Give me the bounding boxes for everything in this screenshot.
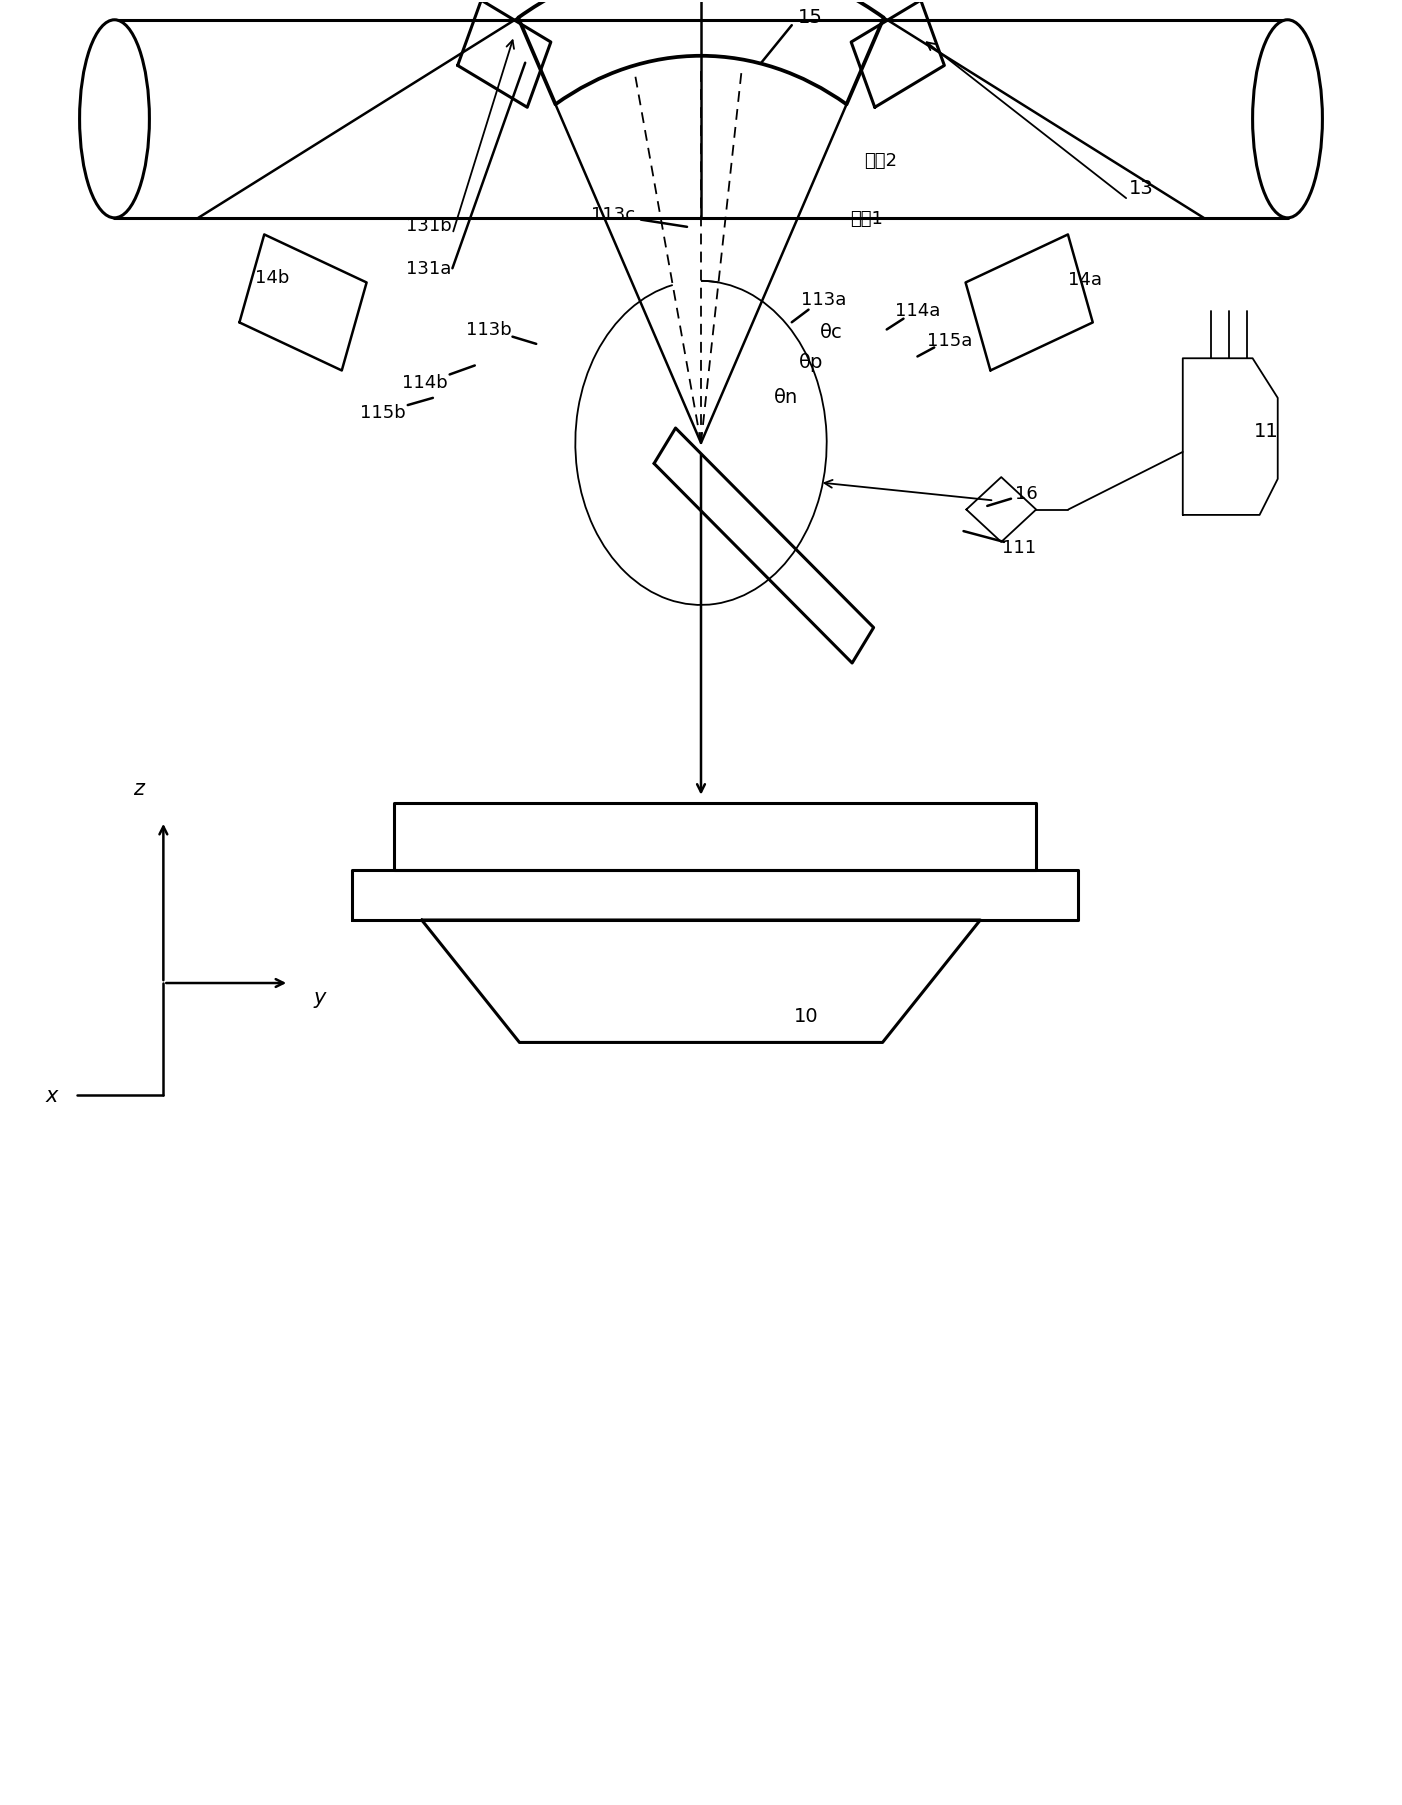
Text: 113b: 113b bbox=[465, 321, 512, 339]
Text: y: y bbox=[314, 987, 325, 1007]
Text: 半径1: 半径1 bbox=[851, 209, 883, 227]
Text: z: z bbox=[133, 778, 144, 798]
Text: 15: 15 bbox=[798, 7, 823, 27]
Text: 10: 10 bbox=[794, 1007, 817, 1025]
Text: 114a: 114a bbox=[894, 301, 941, 319]
Text: 16: 16 bbox=[1015, 486, 1037, 504]
Text: 113a: 113a bbox=[801, 291, 847, 309]
Text: 半径2: 半径2 bbox=[865, 152, 897, 170]
Text: 131a: 131a bbox=[407, 260, 451, 278]
Text: θp: θp bbox=[799, 354, 823, 372]
Text: 114b: 114b bbox=[401, 374, 447, 392]
Text: 13: 13 bbox=[1129, 179, 1154, 197]
Bar bbox=[115, 22, 1287, 218]
Text: 11: 11 bbox=[1255, 422, 1279, 440]
Text: 131b: 131b bbox=[405, 217, 451, 235]
Text: x: x bbox=[45, 1085, 57, 1105]
Text: θn: θn bbox=[774, 388, 798, 406]
Text: 14a: 14a bbox=[1068, 271, 1102, 289]
Text: θc: θc bbox=[820, 323, 843, 341]
Ellipse shape bbox=[1252, 22, 1322, 218]
Ellipse shape bbox=[80, 22, 150, 218]
Text: 115b: 115b bbox=[360, 404, 405, 422]
Text: 115a: 115a bbox=[927, 332, 972, 350]
Text: 113c: 113c bbox=[592, 206, 635, 224]
Text: 111: 111 bbox=[1002, 540, 1036, 558]
Text: 14b: 14b bbox=[255, 269, 289, 287]
